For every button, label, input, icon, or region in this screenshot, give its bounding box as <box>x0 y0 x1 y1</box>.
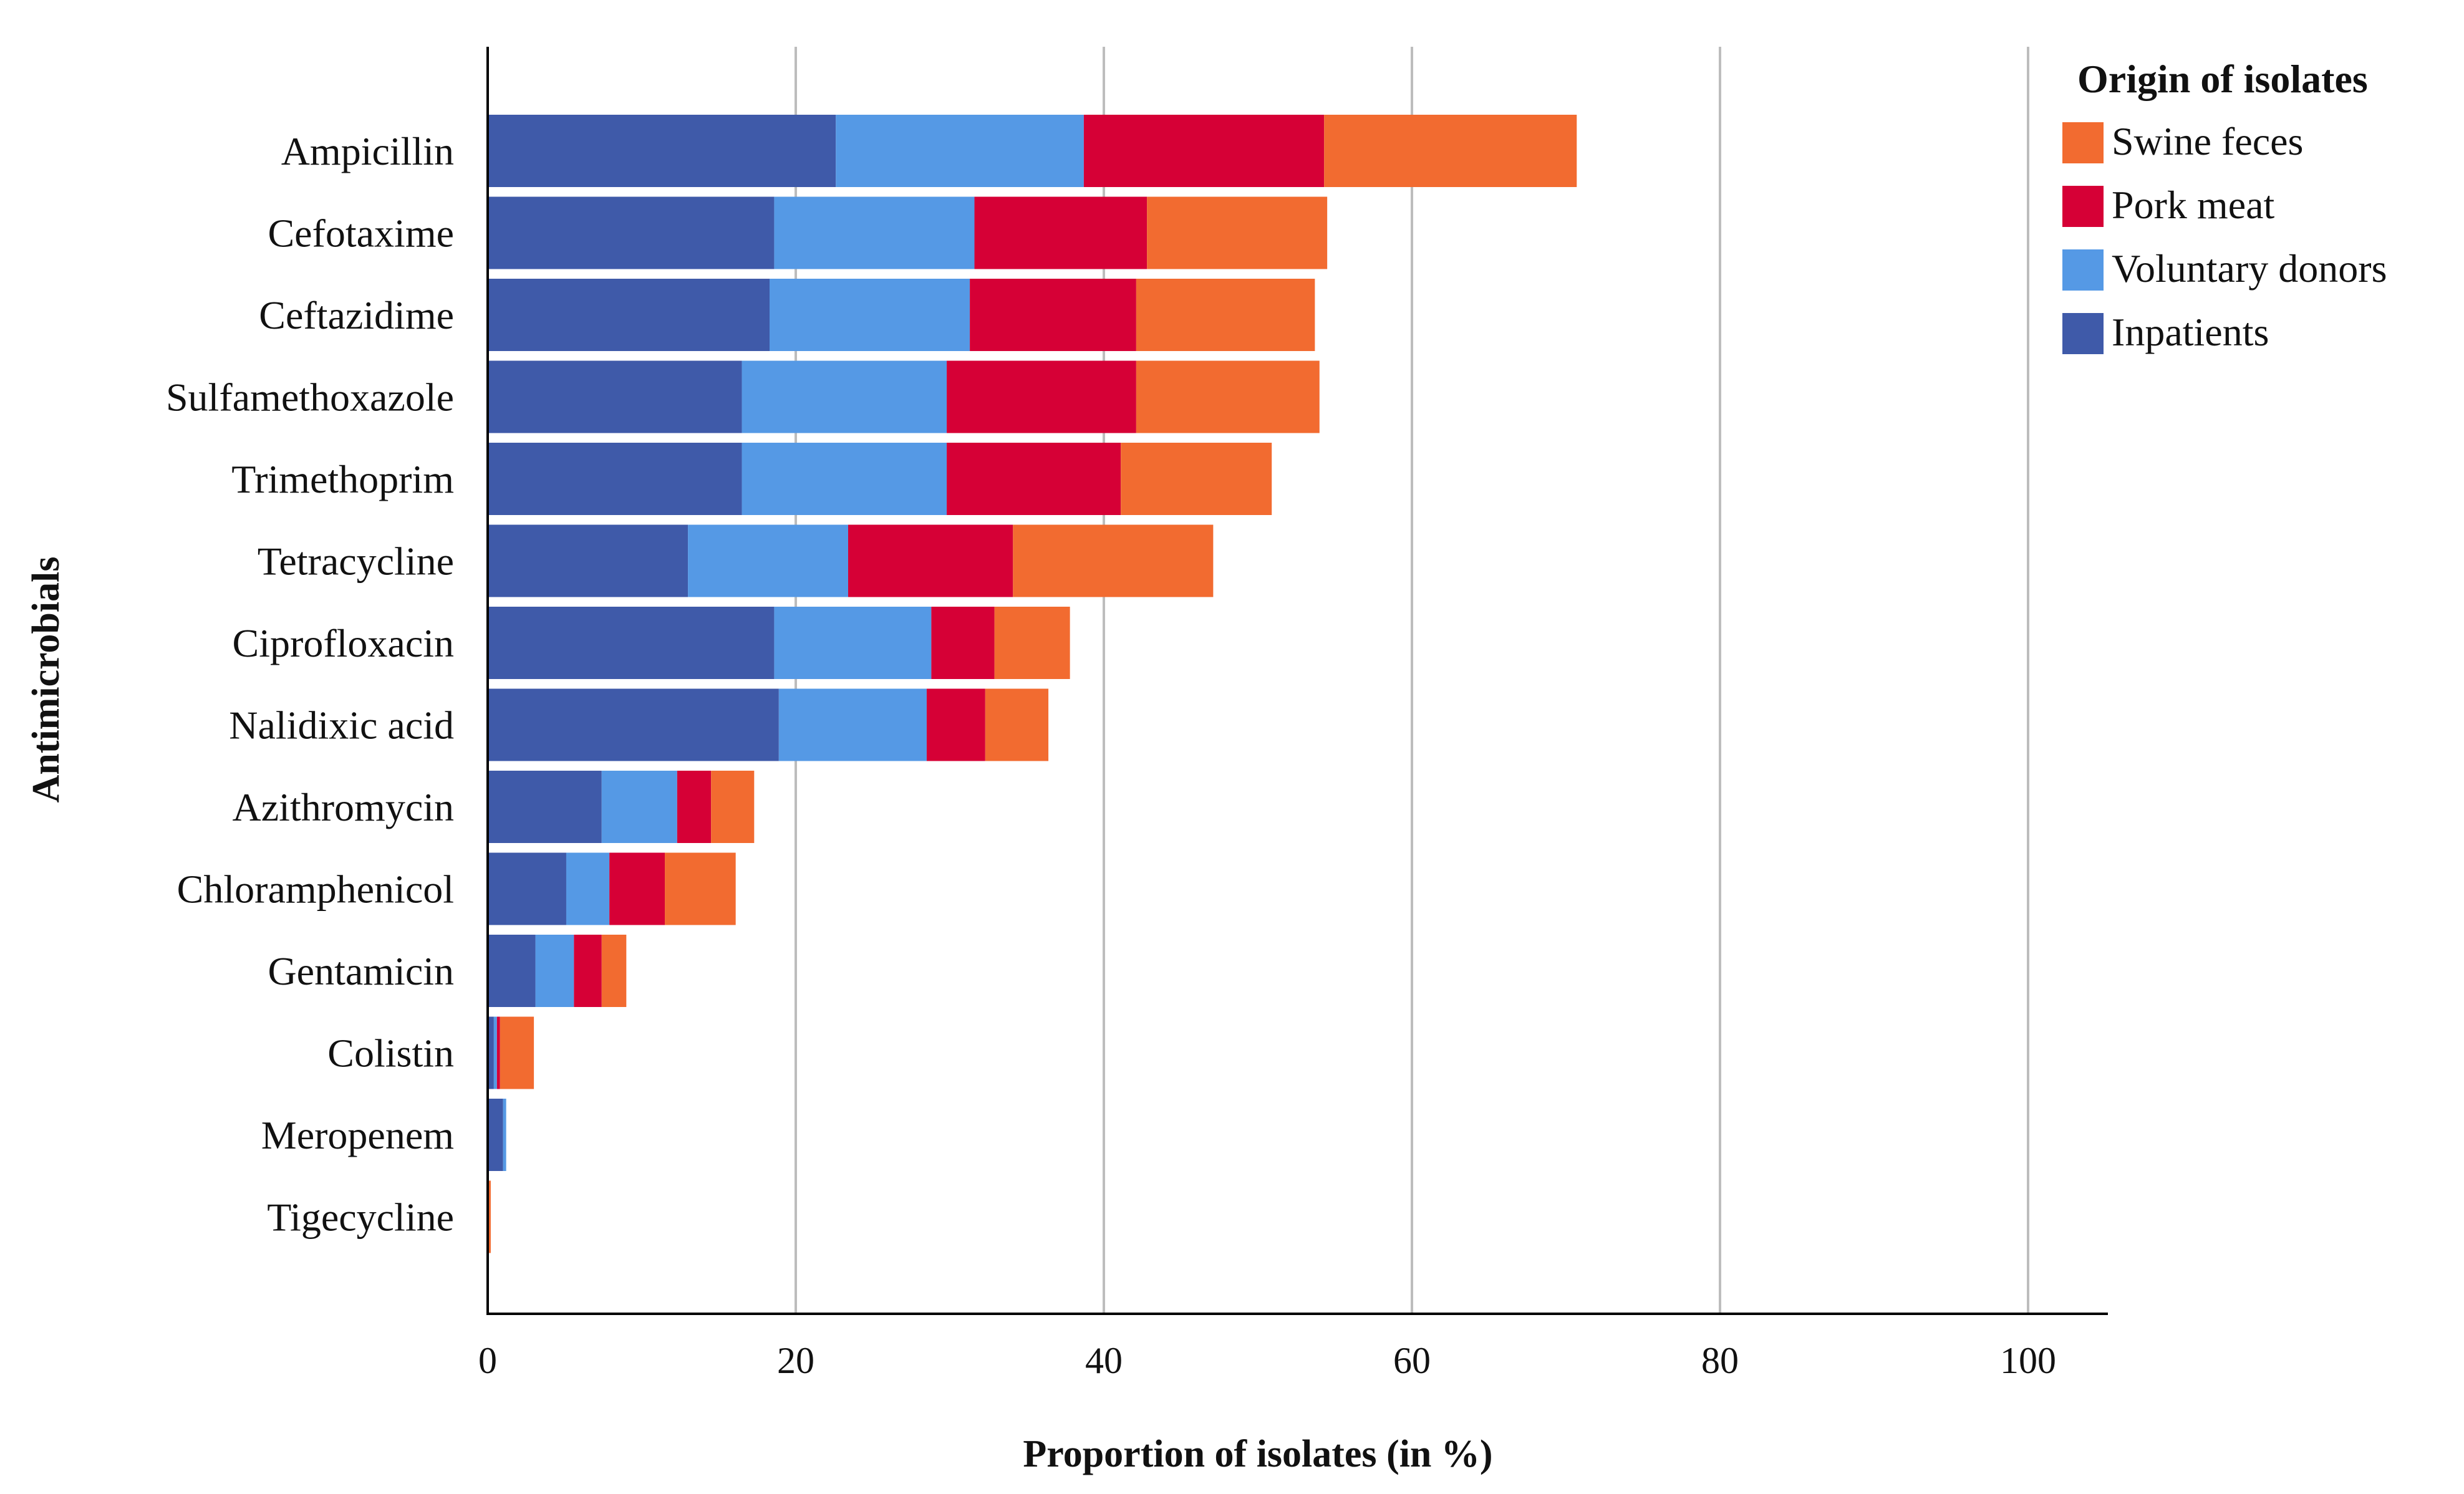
legend-label: Pork meat <box>2112 183 2275 227</box>
legend-swatch <box>2062 186 2104 227</box>
legend-label: Inpatients <box>2112 310 2269 354</box>
x-tick-label: 0 <box>478 1340 497 1381</box>
category-label: Nalidixic acid <box>229 703 454 748</box>
category-label: Sulfamethoxazole <box>166 375 454 420</box>
legend-label: Swine feces <box>2112 119 2303 163</box>
bar-nalidixic-acid-pork-meat <box>926 688 985 761</box>
y-axis-title: Antimicrobials <box>25 557 67 803</box>
bar-ampicillin-swine-feces <box>1324 115 1577 187</box>
category-label: Meropenem <box>261 1113 454 1157</box>
bar-trimethoprim-pork-meat <box>947 443 1121 515</box>
bar-sulfamethoxazole-swine-feces <box>1136 360 1320 433</box>
bar-sulfamethoxazole-pork-meat <box>947 360 1136 433</box>
bar-gentamicin-voluntary-donors <box>535 935 574 1007</box>
bar-cefotaxime-inpatients <box>488 196 775 269</box>
bar-ciprofloxacin-voluntary-donors <box>774 607 932 679</box>
bar-ceftazidime-inpatients <box>488 279 770 351</box>
bar-chloramphenicol-voluntary-donors <box>566 852 610 925</box>
bar-ciprofloxacin-inpatients <box>488 607 775 679</box>
category-label: Cefotaxime <box>268 211 454 256</box>
x-axis-title: Proportion of isolates (in %) <box>1023 1433 1492 1475</box>
category-label: Azithromycin <box>233 785 454 829</box>
bar-azithromycin-pork-meat <box>677 771 712 843</box>
bar-tigecycline-swine-feces <box>488 1180 491 1253</box>
bar-chloramphenicol-inpatients <box>488 852 566 925</box>
bar-nalidixic-acid-voluntary-donors <box>778 688 927 761</box>
bar-trimethoprim-swine-feces <box>1121 443 1272 515</box>
bar-ceftazidime-swine-feces <box>1136 279 1315 351</box>
legend-label: Voluntary donors <box>2112 246 2387 291</box>
bar-meropenem-voluntary-donors <box>503 1099 506 1171</box>
category-label: Chloramphenicol <box>177 867 454 912</box>
bar-chloramphenicol-swine-feces <box>665 852 736 925</box>
bar-meropenem-inpatients <box>488 1099 503 1171</box>
category-label: Gentamicin <box>268 949 454 993</box>
bar-colistin-inpatients <box>488 1016 494 1089</box>
bar-ceftazidime-pork-meat <box>970 279 1136 351</box>
legend-swatch <box>2062 122 2104 163</box>
legend-title: Origin of isolates <box>2077 57 2368 101</box>
bars <box>488 115 1577 1253</box>
category-label: Tigecycline <box>267 1195 454 1240</box>
bar-ampicillin-pork-meat <box>1083 115 1325 187</box>
legend-swatch <box>2062 313 2104 354</box>
category-label: Ampicillin <box>281 129 454 173</box>
bar-nalidixic-acid-swine-feces <box>985 688 1049 761</box>
bar-colistin-pork-meat <box>496 1016 500 1089</box>
bar-cefotaxime-pork-meat <box>974 196 1147 269</box>
bar-tetracycline-voluntary-donors <box>688 524 848 597</box>
category-label: Ceftazidime <box>259 293 454 337</box>
category-label: Colistin <box>327 1031 454 1076</box>
bar-sulfamethoxazole-inpatients <box>488 360 742 433</box>
x-tick-label: 100 <box>2000 1340 2056 1381</box>
bar-colistin-swine-feces <box>500 1016 534 1089</box>
bar-azithromycin-voluntary-donors <box>601 771 677 843</box>
bar-chloramphenicol-pork-meat <box>609 852 665 925</box>
bar-nalidixic-acid-inpatients <box>488 688 779 761</box>
bar-ampicillin-voluntary-donors <box>836 115 1084 187</box>
bar-gentamicin-inpatients <box>488 935 536 1007</box>
bar-tetracycline-inpatients <box>488 524 688 597</box>
bar-azithromycin-inpatients <box>488 771 602 843</box>
x-tick-label: 20 <box>777 1340 814 1381</box>
category-label: Tetracycline <box>258 539 454 584</box>
x-tick-label: 40 <box>1085 1340 1123 1381</box>
legend: Origin of isolates Swine feces Pork meat V… <box>2062 57 2387 354</box>
bar-sulfamethoxazole-voluntary-donors <box>742 360 947 433</box>
x-tick-labels: 0 20 40 60 80 100 <box>478 1340 2056 1381</box>
bar-tetracycline-swine-feces <box>1013 524 1214 597</box>
bar-trimethoprim-inpatients <box>488 443 742 515</box>
category-label: Ciprofloxacin <box>233 621 454 665</box>
bar-gentamicin-pork-meat <box>574 935 602 1007</box>
x-tick-label: 60 <box>1393 1340 1431 1381</box>
bar-ciprofloxacin-pork-meat <box>931 607 995 679</box>
bar-ampicillin-inpatients <box>488 115 836 187</box>
category-labels: Ampicillin Cefotaxime Ceftazidime Sulfameth… <box>166 129 454 1240</box>
bar-gentamicin-swine-feces <box>601 935 627 1007</box>
bar-colistin-voluntary-donors <box>493 1016 497 1089</box>
bar-trimethoprim-voluntary-donors <box>742 443 947 515</box>
bar-azithromycin-swine-feces <box>711 771 755 843</box>
x-tick-label: 80 <box>1701 1340 1739 1381</box>
bar-cefotaxime-voluntary-donors <box>774 196 975 269</box>
bar-ciprofloxacin-swine-feces <box>994 607 1070 679</box>
bar-tetracycline-pork-meat <box>848 524 1013 597</box>
legend-swatch <box>2062 249 2104 291</box>
bar-cefotaxime-swine-feces <box>1147 196 1328 269</box>
category-label: Trimethoprim <box>231 457 454 501</box>
bar-ceftazidime-voluntary-donors <box>770 279 970 351</box>
